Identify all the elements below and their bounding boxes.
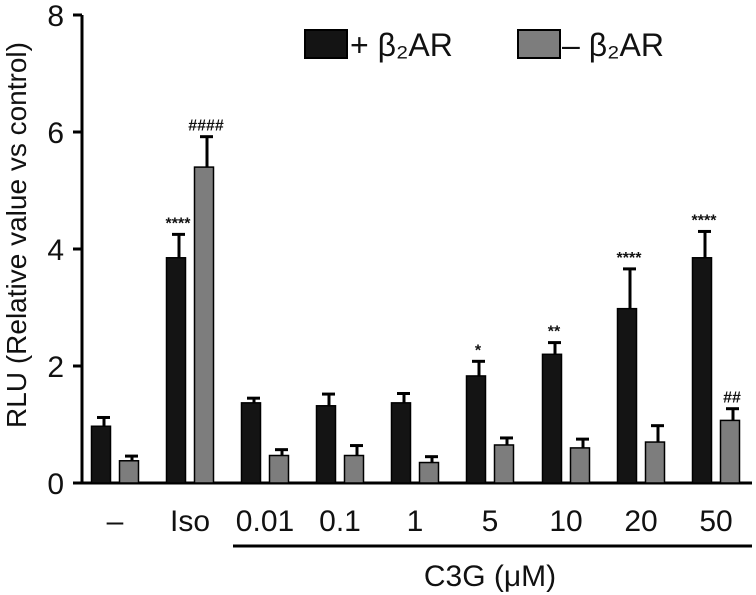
legend: + β₂AR – β₂AR bbox=[304, 27, 664, 63]
y-axis-label: RLU (Relative value vs control) bbox=[1, 42, 32, 428]
legend-swatch bbox=[517, 29, 561, 59]
bar-without-b2ar bbox=[569, 447, 591, 484]
axes: 0 2 4 6 8 bbox=[47, 0, 752, 548]
y-tick-label: 0 bbox=[47, 468, 64, 501]
bar-without-b2ar bbox=[343, 454, 365, 484]
y-tick-label: 4 bbox=[47, 234, 64, 267]
bar-with-b2ar bbox=[465, 375, 487, 484]
category-label: 0.01 bbox=[236, 505, 294, 538]
legend-label: – β₂AR bbox=[562, 27, 664, 63]
significance-label: **** bbox=[166, 215, 192, 232]
bar-without-b2ar bbox=[644, 441, 666, 484]
labels: RLU (Relative value vs control) *********… bbox=[1, 42, 741, 593]
category-label: 0.1 bbox=[319, 505, 361, 538]
bar-without-b2ar bbox=[268, 454, 290, 484]
significance-label: #### bbox=[188, 118, 224, 135]
bar-with-b2ar bbox=[691, 257, 713, 484]
bar-with-b2ar bbox=[541, 353, 563, 484]
category-label: 5 bbox=[482, 505, 499, 538]
bar-without-b2ar bbox=[493, 444, 515, 484]
y-tick-label: 8 bbox=[47, 0, 64, 33]
category-label: Iso bbox=[170, 505, 210, 538]
bar-with-b2ar bbox=[90, 425, 112, 484]
y-tick-label: 2 bbox=[47, 351, 64, 384]
bar-without-b2ar bbox=[418, 461, 440, 484]
bar-with-b2ar bbox=[240, 402, 262, 484]
significance-label: ** bbox=[548, 324, 561, 341]
bars bbox=[90, 135, 741, 484]
bar-without-b2ar bbox=[719, 419, 741, 484]
bar-with-b2ar bbox=[616, 307, 638, 484]
significance-label: **** bbox=[617, 250, 643, 267]
x-axis-label: C3G (μM) bbox=[424, 560, 556, 593]
legend-swatch bbox=[304, 29, 348, 59]
bar-without-b2ar bbox=[118, 460, 140, 484]
y-tick-label: 6 bbox=[47, 117, 64, 150]
bar-with-b2ar bbox=[315, 405, 337, 484]
significance-label: * bbox=[475, 342, 482, 359]
category-label: – bbox=[107, 505, 124, 538]
bar-without-b2ar bbox=[193, 166, 215, 484]
category-label: 20 bbox=[624, 505, 657, 538]
category-label: 10 bbox=[549, 505, 582, 538]
bar-with-b2ar bbox=[165, 257, 187, 484]
category-label: 50 bbox=[699, 505, 732, 538]
legend-label: + β₂AR bbox=[350, 27, 453, 63]
significance-label: **** bbox=[692, 212, 718, 229]
bar-with-b2ar bbox=[390, 402, 412, 484]
significance-label: ## bbox=[723, 390, 741, 407]
category-label: 1 bbox=[407, 505, 424, 538]
